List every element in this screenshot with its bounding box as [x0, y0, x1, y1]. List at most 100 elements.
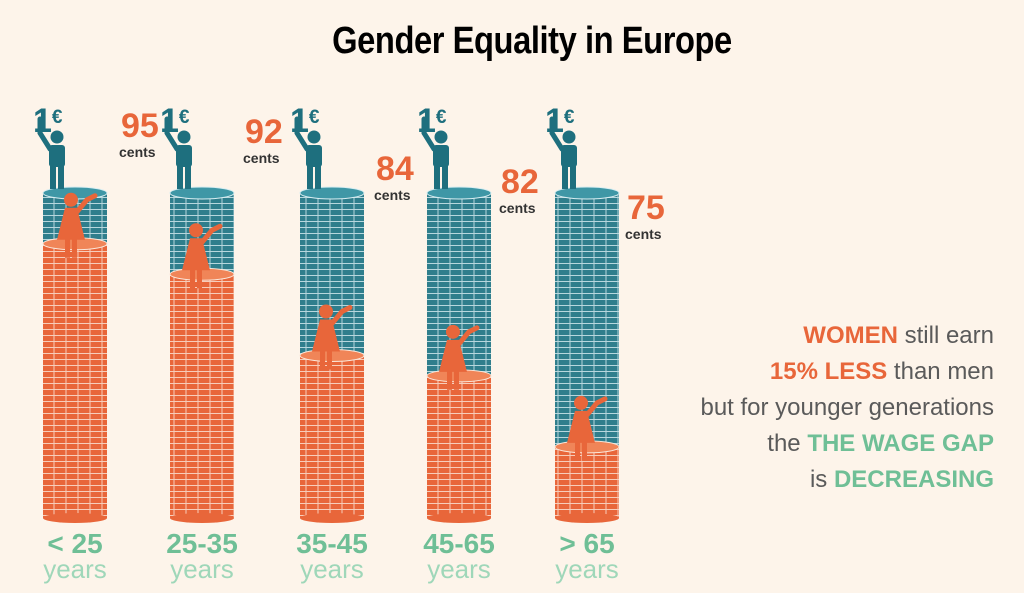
stack-base	[300, 513, 364, 523]
man-arm-icon	[37, 116, 53, 152]
woman-head-icon	[446, 324, 460, 339]
man-head-icon	[177, 130, 191, 144]
woman-dress-icon	[567, 410, 595, 443]
age-range-label: 35-45	[296, 528, 368, 559]
woman-arm-icon	[456, 325, 480, 347]
age-range-label: 45-65	[423, 528, 495, 559]
man-leg-icon	[185, 165, 191, 189]
men-coin-top	[426, 186, 492, 200]
woman-head-icon	[574, 395, 588, 410]
women-coin-stack	[43, 243, 107, 518]
women-value-label: 75	[627, 189, 665, 227]
women-value-label: 92	[245, 113, 283, 151]
man-leg-icon	[315, 165, 321, 189]
age-unit-label: years	[170, 554, 234, 584]
women-value-label: 95	[121, 107, 159, 145]
man-body-icon	[561, 145, 577, 167]
men-coin-top	[554, 186, 620, 200]
message-line-4: the THE WAGE GAP	[654, 426, 994, 462]
message-still-earn: still earn	[897, 322, 994, 349]
woman-head-icon	[189, 223, 203, 238]
man-head-icon	[307, 130, 321, 144]
woman-leg-icon	[447, 370, 452, 390]
woman-leg-icon	[320, 350, 325, 370]
stack-base	[555, 513, 619, 523]
stack-base	[427, 513, 491, 523]
woman-dress-icon	[57, 207, 85, 240]
man-leg-icon	[177, 165, 183, 189]
age-unit-label: years	[43, 554, 107, 584]
woman-head-icon	[319, 304, 333, 319]
woman-dress-icon	[182, 238, 210, 271]
women-unit-label: cents	[119, 144, 156, 160]
woman-dress-icon	[439, 339, 467, 372]
man-arm-icon	[421, 116, 437, 152]
message-is: is	[809, 466, 834, 493]
age-unit-label: years	[555, 554, 619, 584]
age-unit-label: years	[300, 554, 364, 584]
woman-arm-icon	[199, 223, 223, 245]
stack-base	[170, 513, 234, 523]
man-leg-icon	[442, 165, 448, 189]
euro-sign: €	[179, 107, 190, 128]
woman-leg-icon	[327, 350, 332, 370]
message-15-less: 15% LESS	[769, 358, 888, 385]
euro-sign: €	[436, 107, 447, 128]
women-coin-stack	[300, 355, 364, 518]
man-leg-icon	[50, 165, 56, 189]
woman-dress-icon	[312, 319, 340, 352]
women-coin-stack	[170, 274, 234, 518]
man-leg-icon	[307, 165, 313, 189]
women-unit-label: cents	[374, 187, 411, 203]
man-head-icon	[562, 130, 576, 144]
message-line-1: WOMEN still earn	[654, 318, 994, 354]
man-body-icon	[433, 145, 449, 167]
woman-leg-icon	[575, 441, 580, 461]
age-unit-label: years	[427, 554, 491, 584]
man-body-icon	[306, 145, 322, 167]
men-coin-top	[169, 186, 235, 200]
woman-arm-icon	[329, 305, 353, 326]
stack-group	[549, 116, 620, 523]
man-head-icon	[50, 130, 64, 144]
man-head-icon	[434, 130, 448, 144]
message-line-5: is DECREASING	[654, 462, 994, 498]
stack-group	[37, 116, 108, 523]
stack-group	[294, 116, 365, 523]
message-decreasing: DECREASING	[833, 466, 994, 493]
age-range-label: > 65	[559, 528, 614, 559]
message-women: WOMEN	[803, 322, 898, 349]
women-unit-label: cents	[499, 200, 536, 216]
women-coin-stack	[427, 375, 491, 518]
man-arm-icon	[549, 116, 565, 152]
stack-base	[43, 513, 107, 523]
message-block: WOMEN still earn 15% LESS than men but f…	[654, 318, 994, 498]
message-than-men: than men	[887, 358, 994, 385]
man-leg-icon	[58, 165, 64, 189]
man-body-icon	[49, 145, 65, 167]
women-value-label: 82	[501, 163, 539, 201]
chart-title: Gender Equality in Europe	[332, 20, 732, 62]
man-leg-icon	[434, 165, 440, 189]
woman-leg-icon	[197, 269, 202, 289]
euro-sign: €	[52, 107, 63, 128]
man-arm-icon	[164, 116, 180, 152]
men-coin-top	[299, 186, 365, 200]
women-unit-label: cents	[243, 150, 280, 166]
woman-leg-icon	[190, 269, 195, 289]
woman-leg-icon	[72, 238, 77, 258]
euro-sign: €	[564, 107, 575, 128]
age-range-label: < 25	[47, 528, 102, 559]
age-range-label: 25-35	[166, 528, 238, 559]
message-line-3: but for younger generations	[700, 394, 994, 421]
man-leg-icon	[562, 165, 568, 189]
woman-arm-icon	[74, 193, 98, 215]
woman-leg-icon	[454, 370, 459, 390]
message-line-2: 15% LESS than men	[654, 354, 994, 390]
euro-sign: €	[309, 107, 320, 128]
woman-leg-icon	[582, 441, 587, 461]
man-body-icon	[176, 145, 192, 167]
stack-group	[164, 116, 235, 523]
message-the: the	[767, 430, 808, 457]
woman-leg-icon	[65, 238, 70, 258]
